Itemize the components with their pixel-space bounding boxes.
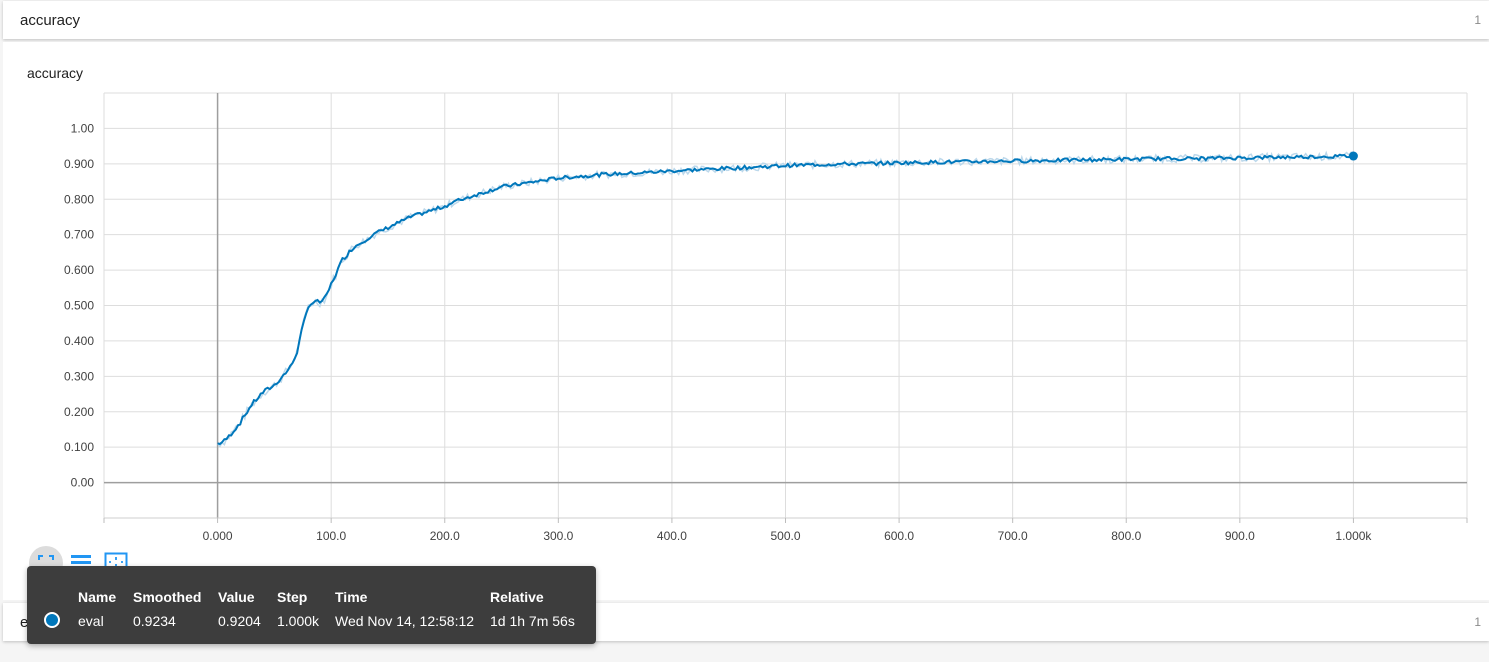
x-tick-label: 700.0 — [998, 529, 1028, 543]
row-name: eval — [78, 613, 104, 629]
header-smoothed: Smoothed — [133, 589, 202, 605]
row-relative: 1d 1h 7m 56s — [490, 613, 575, 629]
tooltip: Name Smoothed Value Step Time Relative e… — [27, 566, 596, 644]
header-relative: Relative — [490, 589, 544, 605]
row-time: Wed Nov 14, 12:58:12 — [335, 613, 475, 629]
header-step: Step — [277, 589, 308, 605]
chart-panel: accuracy 0.00 0.100 0.200 0.300 0.400 0.500 0.… — [3, 42, 1489, 600]
chart-title: accuracy — [27, 65, 84, 81]
x-tick-label: 0.000 — [203, 529, 233, 543]
header-value: Value — [218, 589, 255, 605]
series-color-dot — [44, 612, 60, 628]
x-tick-label: 100.0 — [316, 529, 346, 543]
hover-point — [1348, 151, 1358, 161]
y-tick-label: 0.200 — [64, 405, 94, 419]
x-tick-label: 900.0 — [1225, 529, 1255, 543]
card-count: 1 — [1474, 615, 1481, 629]
x-tick-label: 300.0 — [543, 529, 573, 543]
eval-series-line — [217, 153, 1354, 446]
y-tick-label: 0.100 — [64, 440, 94, 454]
accuracy-chart[interactable]: 0.00 0.100 0.200 0.300 0.400 0.500 0.600 0.700 0… — [3, 42, 1489, 600]
y-tick-label: 1.00 — [71, 121, 95, 135]
card-count: 1 — [1474, 13, 1481, 27]
y-tick-label: 0.500 — [64, 299, 94, 313]
row-step: 1.000k — [277, 613, 320, 629]
row-value: 0.9204 — [218, 613, 261, 629]
header-time: Time — [335, 589, 368, 605]
header-name: Name — [78, 589, 117, 605]
x-tick-label: 800.0 — [1111, 529, 1141, 543]
card-title: accuracy — [20, 11, 81, 29]
y-tick-label: 0.900 — [64, 157, 94, 171]
row-smoothed: 0.9234 — [133, 613, 176, 629]
y-tick-label: 0.700 — [64, 228, 94, 242]
fullscreen-icon — [38, 555, 54, 571]
x-tick-label: 1.000k — [1335, 529, 1372, 543]
x-tick-label: 500.0 — [770, 529, 800, 543]
y-tick-label: 0.400 — [64, 334, 94, 348]
y-tick-label: 0.00 — [71, 476, 95, 490]
y-tick-label: 0.300 — [64, 369, 94, 383]
y-tick-label: 0.600 — [64, 263, 94, 277]
accuracy-card-header[interactable]: accuracy 1 — [3, 1, 1489, 39]
x-tick-label: 600.0 — [884, 529, 914, 543]
y-tick-label: 0.800 — [64, 192, 94, 206]
x-tick-label: 200.0 — [430, 529, 460, 543]
x-tick-label: 400.0 — [657, 529, 687, 543]
